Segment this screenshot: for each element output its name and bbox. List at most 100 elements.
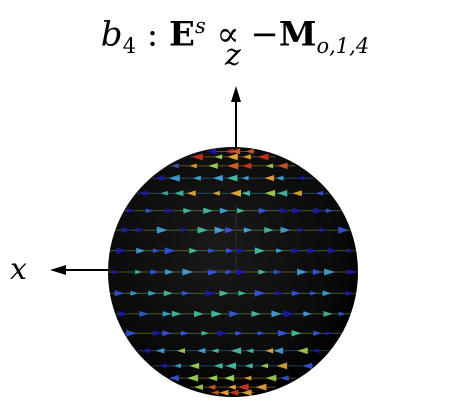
field-arrow [313,207,324,214]
field-arrow [118,310,128,317]
field-arrow [136,247,146,254]
field-arrow [280,375,289,381]
field-arrow [303,311,313,317]
field-arrow [276,189,288,197]
field-arrow [174,190,184,197]
field-arrow [182,268,194,276]
field-arrow [265,374,277,382]
field-arrow [276,248,284,254]
field-arrow [219,207,229,214]
field-arrow [307,247,317,254]
field-arrow [211,390,219,396]
field-arrow [201,330,210,336]
x-axis-arrowhead [50,265,66,275]
field-arrow [219,389,229,396]
field-arrow [212,190,220,196]
field-arrow [258,207,268,214]
field-arrow [194,310,204,318]
field-arrow [213,362,223,369]
field-arrow [186,374,199,382]
field-arrow [208,248,216,254]
field-arrow [207,384,216,390]
field-arrow [148,290,157,296]
field-arrow [152,330,163,337]
field-arrow [276,362,288,370]
field-arrow [225,227,235,234]
title-m-vector: M [278,14,317,55]
field-arrow [244,363,253,369]
field-arrow [245,148,254,155]
field-arrow [345,290,355,297]
field-arrow [171,163,179,169]
field-arrow [271,310,282,318]
field-arrow [141,348,150,354]
field-arrow [325,208,334,214]
field-arrow [225,148,233,154]
field-arrow [313,330,322,336]
field-arrow [150,269,160,275]
field-arrow [154,175,164,182]
field-arrow [219,290,229,297]
title-e-field: E [169,14,195,55]
field-arrow [116,247,127,255]
field-arrow [126,329,137,337]
field-arrow [241,162,252,170]
field-arrow [292,207,303,215]
title-proportional: ∝ − [205,14,279,55]
field-arrow [312,348,320,354]
field-arrow [211,310,223,318]
field-arrow [226,174,238,182]
title-b: b [100,14,123,55]
x-axis-label: x [10,252,27,287]
field-arrow [205,147,217,155]
field-arrow [114,290,125,297]
field-arrow [225,362,236,370]
title-m-subscript: o,1,4 [316,34,370,59]
field-arrow [237,208,246,214]
field-arrow [277,330,289,337]
field-arrow [156,226,168,234]
field-arrow [275,290,284,296]
field-arrow [327,247,338,254]
field-arrow [241,175,249,181]
field-arrow [165,207,175,214]
field-arrow [173,363,181,369]
field-arrow [186,190,196,197]
field-arrow [230,347,242,355]
field-arrow [338,226,350,234]
field-arrow [196,348,206,354]
field-arrow [241,190,251,197]
field-arrow [135,227,145,233]
field-arrow [258,269,267,275]
field-arrow [212,174,223,182]
field-arrow [135,269,143,275]
field-arrow [228,389,239,396]
field-arrow [130,290,139,296]
field-arrow [191,153,203,161]
field-arrow [244,375,252,381]
field-arrow [325,330,333,336]
field-arrow [193,384,204,391]
field-arrow [291,247,301,254]
field-arrow [254,289,266,297]
field-arrow [257,153,269,161]
field-arrow [292,190,302,197]
field-arrow [208,162,218,169]
field-arrow [310,290,318,296]
plot-title: b4 : Es ∝ −Mo,1,4 [0,6,470,66]
field-arrow [347,268,357,276]
field-arrow [322,290,332,297]
field-arrow [347,248,355,253]
field-arrow [165,269,175,275]
field-arrow [181,290,190,296]
field-arrow [183,207,193,214]
field-arrow [255,383,267,391]
title-colon: : [135,14,170,55]
field-arrow [235,330,243,336]
field-arrow [168,174,180,182]
field-arrow [315,190,324,196]
field-arrows [108,147,358,396]
field-arrow [214,226,226,234]
field-arrow [155,347,165,354]
field-arrow [214,154,223,160]
